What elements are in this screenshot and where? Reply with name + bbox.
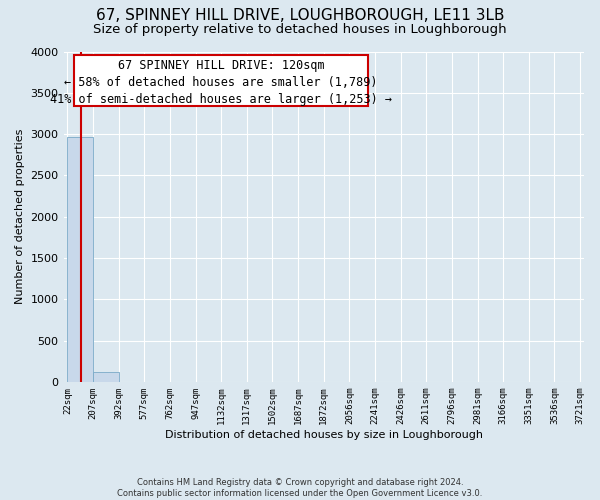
Y-axis label: Number of detached properties: Number of detached properties (15, 129, 25, 304)
Text: Contains HM Land Registry data © Crown copyright and database right 2024.
Contai: Contains HM Land Registry data © Crown c… (118, 478, 482, 498)
Text: 67 SPINNEY HILL DRIVE: 120sqm: 67 SPINNEY HILL DRIVE: 120sqm (118, 59, 324, 72)
Bar (93, 372, 119, 382)
Text: 41% of semi-detached houses are larger (1,253) →: 41% of semi-detached houses are larger (… (50, 93, 392, 106)
Text: Size of property relative to detached houses in Loughborough: Size of property relative to detached ho… (93, 24, 507, 36)
Text: 67, SPINNEY HILL DRIVE, LOUGHBOROUGH, LE11 3LB: 67, SPINNEY HILL DRIVE, LOUGHBOROUGH, LE… (96, 8, 504, 22)
Bar (67, 136, 93, 382)
Bar (74, 55, 368, 106)
Text: ← 58% of detached houses are smaller (1,789): ← 58% of detached houses are smaller (1,… (64, 76, 378, 90)
X-axis label: Distribution of detached houses by size in Loughborough: Distribution of detached houses by size … (165, 430, 483, 440)
